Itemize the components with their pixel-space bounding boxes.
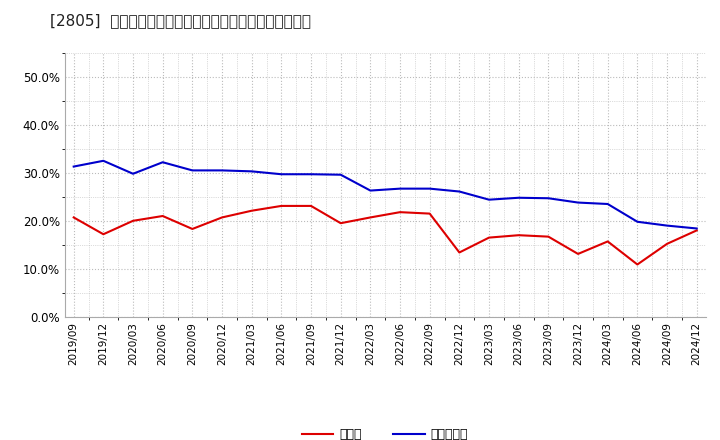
現領金 [69,215,78,220]
現領金 [248,208,256,213]
有利子負債 [158,160,167,165]
有利子負債 [426,186,434,191]
Text: [2805]  現領金、有利子負債の総資産に対する比率の推移: [2805] 現領金、有利子負債の総資産に対する比率の推移 [50,13,311,28]
現領金 [574,251,582,257]
現領金 [188,226,197,231]
有利子負債 [248,169,256,174]
有利子負債 [603,202,612,207]
現領金 [603,239,612,244]
現領金 [277,203,286,209]
有利子負債 [69,164,78,169]
現領金 [396,209,405,215]
有利子負債 [544,196,553,201]
現領金 [455,250,464,255]
Line: 有利子負債: 有利子負債 [73,161,697,228]
有利子負債 [99,158,108,163]
有利子負債 [277,172,286,177]
有利子負債 [129,171,138,176]
有利子負債 [336,172,345,177]
Legend: 現領金, 有利子負債: 現領金, 有利子負債 [297,423,473,440]
現領金 [158,213,167,219]
有利子負債 [307,172,315,177]
現領金 [693,228,701,233]
現領金 [307,203,315,209]
現領金 [633,262,642,267]
現領金 [129,218,138,224]
現領金 [366,215,374,220]
有利子負債 [514,195,523,200]
現領金 [485,235,493,240]
有利子負債 [662,223,671,228]
有利子負債 [693,226,701,231]
有利子負債 [188,168,197,173]
有利子負債 [396,186,405,191]
現領金 [99,231,108,237]
有利子負債 [633,219,642,224]
現領金 [336,220,345,226]
現領金 [217,215,226,220]
有利子負債 [217,168,226,173]
有利子負債 [455,189,464,194]
現領金 [662,241,671,246]
現領金 [544,234,553,239]
現領金 [426,211,434,216]
有利子負債 [574,200,582,205]
現領金 [514,233,523,238]
有利子負債 [366,188,374,193]
Line: 現領金: 現領金 [73,206,697,264]
有利子負債 [485,197,493,202]
